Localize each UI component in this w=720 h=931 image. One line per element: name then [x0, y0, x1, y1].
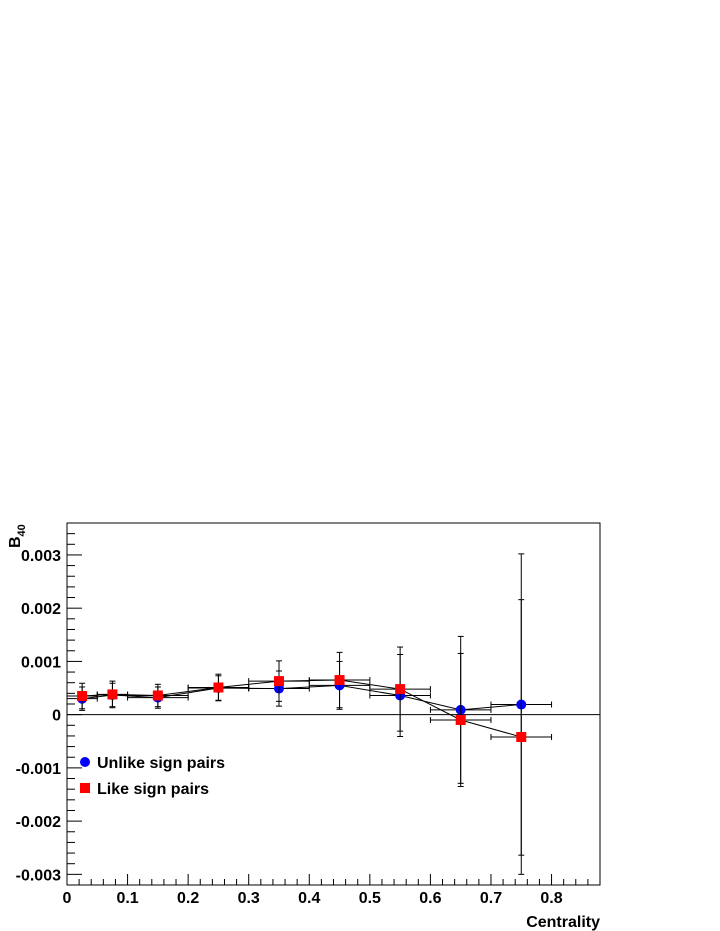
y-axis-label-main: B	[7, 536, 24, 548]
data-point-square	[77, 691, 88, 702]
x-tick-label: 0	[63, 890, 72, 907]
x-tick-label: 0.7	[480, 890, 502, 907]
x-tick-label: 0.5	[359, 890, 381, 907]
series-1	[66, 553, 553, 856]
x-tick-label: 0.2	[177, 890, 199, 907]
data-point-square	[395, 684, 406, 695]
legend-label: Unlike sign pairs	[97, 755, 225, 772]
y-tick-label: -0.001	[16, 761, 61, 778]
x-tick-label: 0.8	[540, 890, 562, 907]
data-point-square	[455, 714, 466, 725]
y-tick-label: 0.001	[21, 654, 61, 671]
y-tick-label: 0.002	[21, 601, 61, 618]
y-tick-label: 0.003	[21, 548, 61, 565]
y-tick-label: -0.002	[16, 814, 61, 831]
data-point-square	[273, 676, 284, 687]
x-tick-label: 0.1	[116, 890, 138, 907]
data-layer	[66, 553, 553, 875]
y-axis-label-sub: 40	[16, 524, 28, 536]
legend-label: Like sign pairs	[97, 781, 209, 798]
data-point-square	[152, 690, 163, 701]
data-point-square	[334, 675, 345, 686]
y-tick-label: -0.003	[16, 867, 61, 884]
data-point-square	[107, 689, 118, 700]
series-2	[66, 599, 553, 875]
x-tick-label: 0.6	[419, 890, 441, 907]
data-point-square	[213, 682, 224, 693]
x-tick-label: 0.3	[238, 890, 260, 907]
x-tick-label: 0.4	[298, 890, 320, 907]
legend: Unlike sign pairs Like sign pairs	[80, 755, 225, 798]
y-axis-label: B40	[7, 524, 28, 548]
x-axis-label: Centrality	[526, 914, 600, 931]
axes: 0 0.1 0.2 0.3 0.4 0.5 0.6 0.7 0.8 0.003 0.002 0.001…	[16, 522, 601, 907]
data-point-square	[516, 732, 527, 743]
legend-marker-square	[80, 783, 90, 793]
y-tick-label: 0	[52, 708, 61, 725]
legend-marker-circle	[80, 757, 90, 767]
